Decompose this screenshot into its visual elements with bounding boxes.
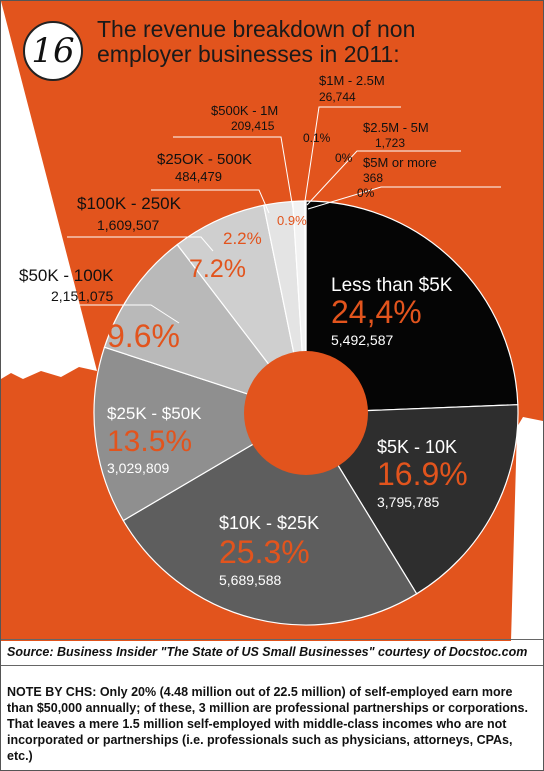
slice-count-25k-50k: 3,029,809 — [107, 460, 169, 476]
slice-percent-25k-50k: 13.5% — [107, 425, 192, 458]
figure-number-badge: 16 — [23, 21, 83, 81]
editor-note: NOTE BY CHS: Only 20% (4.48 million out … — [7, 685, 528, 763]
slice-label-50k-100k: $50K - 100K — [19, 266, 114, 285]
slice-percent-1m-2-5m: 0.1% — [303, 131, 331, 145]
slice-label-100k-250k: $100K - 250K — [77, 194, 182, 213]
slice-count-100k-250k: 1,609,507 — [97, 217, 159, 233]
divider — [1, 665, 543, 666]
slice-percent-25ok-500k: 2.2% — [223, 229, 262, 248]
leader-line-50k-100k — [13, 304, 180, 324]
slice-label-500k-1m: $500K - 1M — [211, 103, 278, 118]
slice-label-5m-or-more: $5M or more — [363, 155, 437, 170]
slice-label-less-than-5k: Less than $5K — [331, 275, 453, 296]
leader-line-1m-2-5m — [304, 106, 401, 202]
slice-label-1m-2-5m: $1M - 2.5M — [319, 73, 385, 88]
slice-percent-less-than-5k: 24,4% — [331, 294, 422, 330]
pie-slice-5k-10k — [304, 404, 519, 595]
slice-percent-100k-250k: 7.2% — [189, 255, 246, 283]
chart-title: The revenue breakdown of non employer bu… — [97, 17, 517, 67]
slice-count-1m-2-5m: 26,744 — [319, 90, 356, 104]
slice-label-5k-10k: $5K - 10K — [377, 437, 457, 457]
slice-label-10k-25k: $10K - $25K — [219, 513, 319, 533]
source-credit: Source: Business Insider "The State of U… — [7, 645, 528, 659]
divider — [1, 639, 543, 640]
pie-slice-10k-25k — [122, 412, 418, 626]
slice-count-5m-or-more: 368 — [363, 171, 383, 185]
slice-count-25ok-500k: 484,479 — [175, 169, 222, 184]
leader-line-5m-or-more — [307, 186, 501, 210]
slice-percent-5k-10k: 16.9% — [377, 456, 468, 492]
pie-slice-50k-100k — [103, 243, 308, 415]
donut-hole — [244, 351, 368, 475]
slice-count-10k-25k: 5,689,588 — [219, 572, 281, 588]
slice-percent-10k-25k: 25.3% — [219, 534, 310, 570]
title-line-2: employer businesses in 2011: — [97, 41, 400, 67]
slice-label-25k-50k: $25K - $50K — [107, 404, 202, 423]
slice-percent-500k-1m: 0.9% — [277, 213, 307, 228]
slice-count-50k-100k: 2,151,075 — [51, 288, 113, 304]
leader-line-2-5m-5m — [306, 150, 461, 206]
slice-label-25ok-500k: $25OK - 500K — [157, 151, 252, 168]
slice-count-500k-1m: 209,415 — [231, 119, 275, 133]
leader-line-25ok-500k — [151, 189, 270, 214]
slice-label-2-5m-5m: $2.5M - 5M — [363, 120, 429, 135]
slice-count-less-than-5k: 5,492,587 — [331, 332, 393, 348]
pie-slice-less-than-5k — [305, 200, 519, 414]
slice-percent-5m-or-more: 0% — [357, 186, 375, 200]
slice-percent-2-5m-5m: 0% — [335, 151, 353, 165]
leader-line-500k-1m — [173, 136, 294, 210]
title-line-1: The revenue breakdown of non — [97, 16, 416, 42]
slice-count-2-5m-5m: 1,723 — [375, 136, 405, 150]
slice-percent-50k-100k: 9.6% — [107, 318, 180, 354]
pie-slice-25k-50k — [93, 346, 308, 522]
leader-line-100k-250k — [67, 236, 214, 252]
slice-count-5k-10k: 3,795,785 — [377, 494, 439, 510]
